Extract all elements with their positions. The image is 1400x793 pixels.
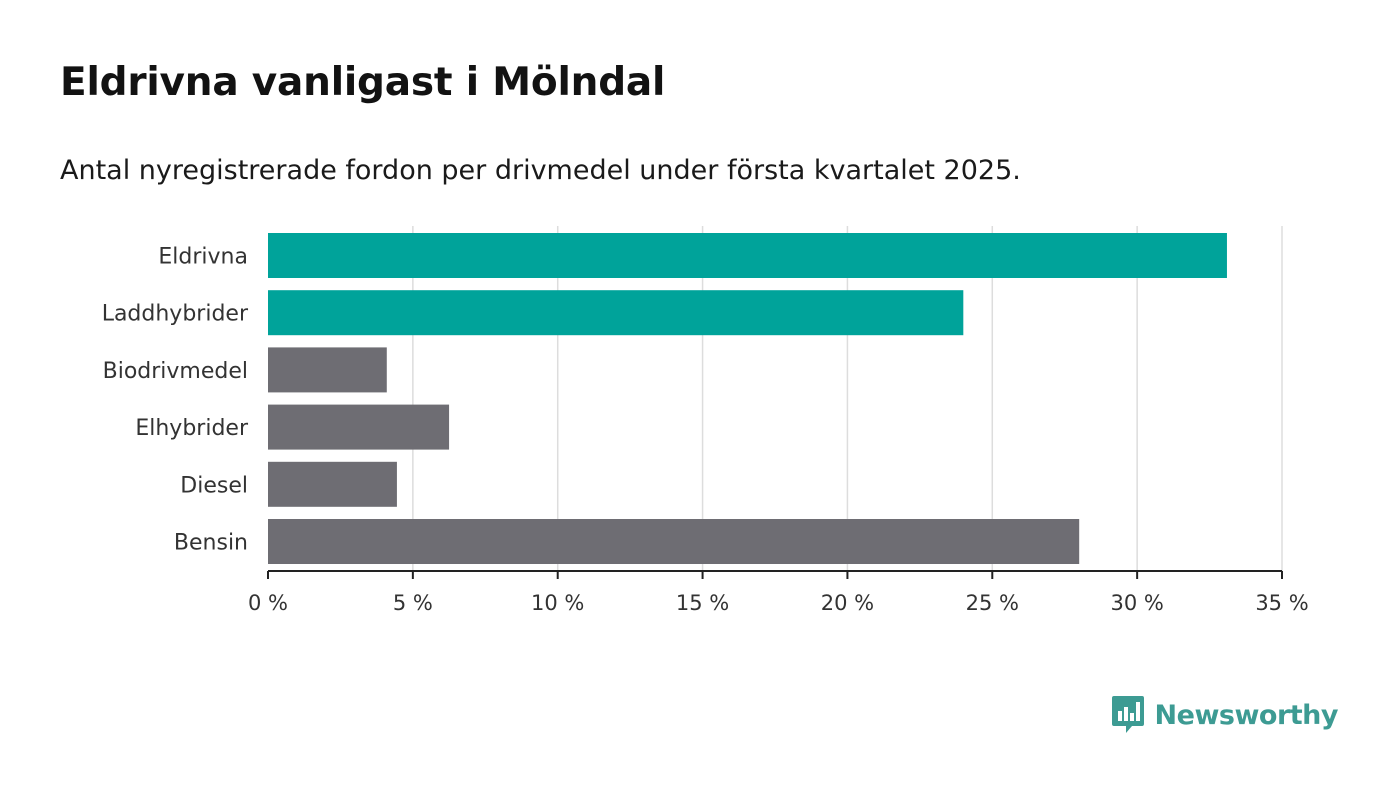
category-label: Biodrivmedel — [103, 359, 248, 384]
bar-bensin — [268, 519, 1080, 564]
x-tick-label: 0 % — [248, 591, 288, 615]
x-tick-label: 10 % — [531, 591, 584, 615]
bar-eldrivna — [268, 233, 1227, 278]
chart-title: Eldrivna vanligast i Mölndal — [60, 60, 666, 105]
bar-elhybrider — [268, 404, 450, 450]
newsworthy-logo-text: Newsworthy — [1154, 699, 1339, 731]
x-tick-label: 25 % — [966, 591, 1019, 615]
bar-biodrivmedel — [268, 347, 387, 393]
category-label: Eldrivna — [158, 245, 248, 270]
category-label: Bensin — [174, 531, 248, 556]
x-tick-label: 15 % — [676, 591, 729, 615]
category-label: Laddhybrider — [102, 302, 249, 327]
x-tick-label: 5 % — [393, 591, 433, 615]
newsworthy-logo: Newsworthy — [1111, 695, 1339, 735]
x-tick-label: 35 % — [1255, 591, 1308, 615]
x-tick-label: 30 % — [1110, 591, 1163, 615]
category-label: Diesel — [180, 473, 248, 498]
chart-subtitle: Antal nyregistrerade fordon per drivmede… — [60, 155, 1021, 186]
bar-laddhybrider — [268, 290, 964, 336]
category-label: Elhybrider — [135, 416, 249, 441]
x-tick-label: 20 % — [821, 591, 874, 615]
newsworthy-logo-icon — [1111, 696, 1144, 733]
bar-diesel — [268, 461, 397, 507]
